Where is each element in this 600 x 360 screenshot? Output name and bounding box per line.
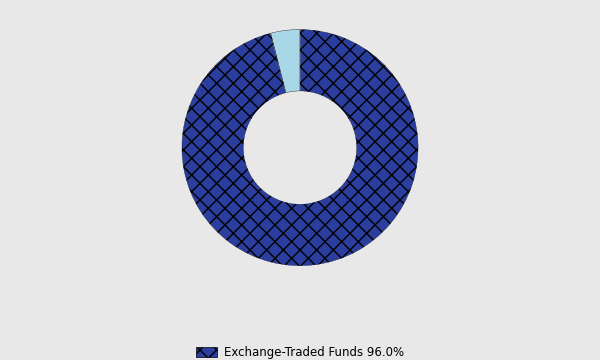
Wedge shape xyxy=(182,30,418,266)
Legend: Exchange-Traded Funds 96.0%, Money Market Funds 4.0%: Exchange-Traded Funds 96.0%, Money Marke… xyxy=(190,340,410,360)
Wedge shape xyxy=(271,30,300,93)
